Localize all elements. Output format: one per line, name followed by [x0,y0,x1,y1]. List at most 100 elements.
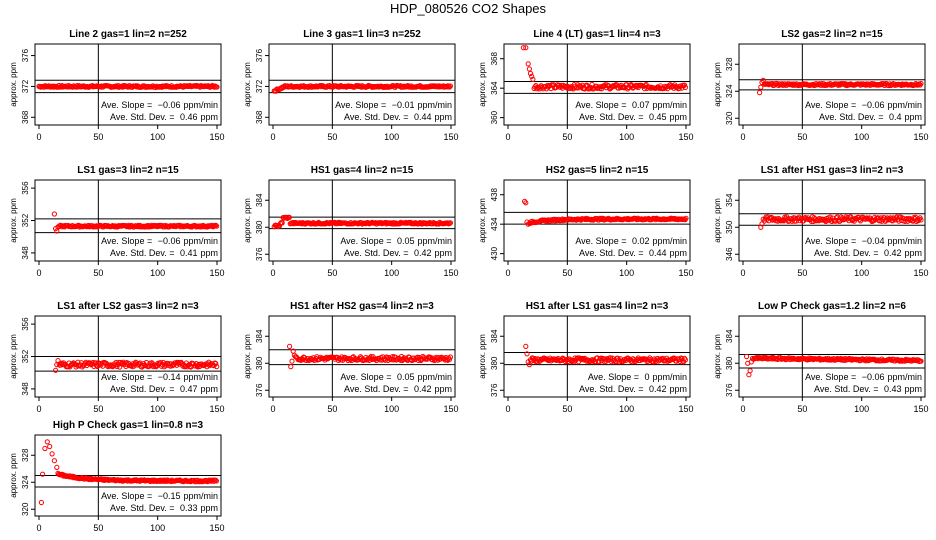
data-point [211,84,217,90]
stddev-sd-unit: ppm [904,248,922,258]
slope-annotation: Ave. Slope = 0 ppm/min [588,372,687,382]
data-point [523,343,529,349]
y-tick-label: 380 [255,220,264,234]
slope-slope-unit: ppm/min [652,236,687,246]
data-point [390,354,396,360]
y-tick-label: 434 [490,217,499,231]
y-tick-label: 384 [490,329,499,343]
panel-12: Low P Check gas=1.2 lin=2 n=6 0 50 100 150 37… [713,301,929,414]
y-tick-label: 320 [725,111,734,125]
stddev-sd-unit: ppm [200,248,218,258]
slope-slope-unit: ppm/min [183,372,218,382]
data-points [53,358,220,373]
stddev-sd-unit: ppm [200,112,218,122]
data-points [271,82,453,94]
plot-box [738,179,926,262]
stddev-sd: 0.42 [414,248,432,258]
stddev-sd: 0.43 [884,384,902,394]
x-tick-label: 100 [384,404,399,414]
y-tick-label: 356 [21,317,30,331]
data-point [682,357,689,363]
slope-slope-unit: ppm/min [183,100,218,110]
data-point [289,358,295,364]
x-tick-label: 100 [854,132,869,142]
slope-slope-label: Ave. Slope = [101,372,155,382]
y-tick-label: 380 [255,356,264,370]
stddev-sd-unit: ppm [669,112,687,122]
slope-slope-unit: ppm/min [887,236,922,246]
x-tick-label: 50 [93,268,103,278]
stddev-sd-unit: ppm [200,384,218,394]
data-point [54,464,60,470]
slope-slope-unit: ppm/min [417,100,452,110]
x-tick-label: 50 [93,404,103,414]
y-tick-label: 376 [490,383,499,397]
panel-title: Line 3 gas=1 lin=3 n=252 [303,29,421,40]
x-tick-label: 0 [36,268,41,278]
data-point [523,200,529,206]
stddev-sd-label: Ave. Std. Dev. = [579,384,646,394]
data-point [796,82,802,88]
y-tick-label: 352 [21,213,30,227]
y-tick-label: 376 [255,48,264,62]
stddev-annotation: Ave. Std. Dev. = 0.46 ppm [110,112,218,122]
y-axis-label: approx. ppm [478,62,487,107]
slope-slope-unit: ppm/min [183,491,218,501]
stddev-sd-label: Ave. Std. Dev. = [344,112,411,122]
slope-annotation: Ave. Slope = 0.07 ppm/min [575,100,687,110]
stddev-annotation: Ave. Std. Dev. = 0.41 ppm [110,248,218,258]
data-points [523,343,689,368]
stddev-sd: 0.44 [649,248,667,258]
stddev-sd: 0.4 [889,112,902,122]
slope-slope: 0.02 [632,236,650,246]
slope-annotation: Ave. Slope = −0.01 ppm/min [335,100,452,110]
slope-slope-label: Ave. Slope = [575,100,629,110]
panel-6: HS1 gas=4 lin=2 n=15 0 50 100 150 376 380 384ap… [243,165,459,278]
y-tick-label: 350 [725,220,734,234]
data-point [446,83,452,89]
plot-box [268,315,456,398]
slope-slope-label: Ave. Slope = [805,236,859,246]
stddev-sd-unit: ppm [434,384,452,394]
panel-10: HS1 after HS2 gas=4 lin=2 n=3 0 50 100 150 37… [243,301,459,414]
plot-box [503,43,691,126]
data-point [522,198,528,204]
y-tick-label: 324 [725,84,734,98]
stddev-sd-unit: ppm [200,503,218,513]
x-tick-label: 100 [150,404,165,414]
slope-slope-unit: ppm/min [887,100,922,110]
y-tick-label: 364 [490,81,499,95]
y-tick-label: 368 [21,110,30,124]
data-points [520,45,689,92]
stddev-sd: 0.46 [180,112,198,122]
data-point [42,445,48,452]
x-tick-label: 50 [327,132,337,142]
data-point [418,357,424,364]
data-points [287,343,453,370]
data-point [40,471,46,477]
slope-slope: 0.07 [632,100,650,110]
data-point [894,214,900,220]
stddev-annotation: Ave. Std. Dev. = 0.42 ppm [344,248,452,258]
stddev-sd: 0.42 [884,248,902,258]
y-tick-label: 348 [21,382,30,396]
x-tick-label: 150 [209,268,224,278]
panel-11: HS1 after LS1 gas=4 lin=2 n=3 0 50 100 150 37… [478,301,694,414]
y-axis-label: approx. ppm [9,62,18,107]
data-point [447,220,453,226]
x-tick-label: 0 [740,268,745,278]
x-tick-label: 150 [678,268,693,278]
slope-slope: −0.06 [862,100,885,110]
data-points [522,198,689,227]
stddev-sd-label: Ave. Std. Dev. = [110,248,177,258]
plot-box [503,179,691,262]
stddev-sd-label: Ave. Std. Dev. = [814,248,881,258]
slope-slope-label: Ave. Slope = [805,100,859,110]
slope-slope: 0.05 [397,236,415,246]
y-tick-label: 376 [21,48,30,62]
data-point [760,354,767,361]
stddev-annotation: Ave. Std. Dev. = 0.4 ppm [819,112,922,122]
slope-slope: −0.04 [862,236,885,246]
data-points [36,82,220,91]
stddev-annotation: Ave. Std. Dev. = 0.44 ppm [579,248,687,258]
